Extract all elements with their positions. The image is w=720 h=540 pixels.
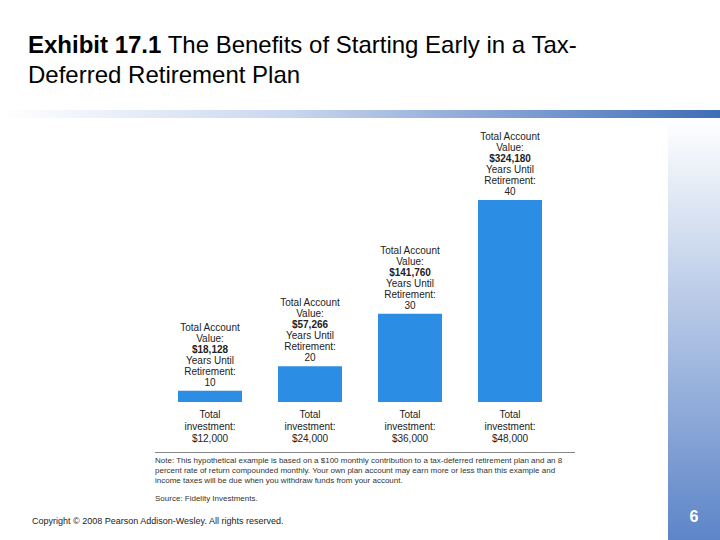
svg-text:30: 30 <box>404 300 416 311</box>
svg-text:Retirement:: Retirement: <box>384 289 436 300</box>
html-text:Source: Fidelity Investments.: Source: Fidelity Investments. <box>155 494 258 503</box>
svg-text:Total: Total <box>499 409 520 420</box>
svg-text:Years Until: Years Until <box>486 164 534 175</box>
svg-text:$324,180: $324,180 <box>489 153 531 164</box>
html-text:Exhibit 17.1 The Benefits of S: Exhibit 17.1 The Benefits of Starting Ea… <box>28 31 577 88</box>
svg-text:40: 40 <box>504 186 516 197</box>
svg-text:Years Until: Years Until <box>386 278 434 289</box>
svg-text:Total: Total <box>199 409 220 420</box>
html-text:Note: This hypothetical exampl: Note: This hypothetical example is based… <box>155 456 563 485</box>
svg-text:$57,266: $57,266 <box>292 319 329 330</box>
svg-text:Total Account: Total Account <box>380 245 440 256</box>
svg-text:investment:: investment: <box>184 421 235 432</box>
svg-text:Value:: Value: <box>396 256 424 267</box>
svg-text:Total Account: Total Account <box>180 322 240 333</box>
svg-text:$24,000: $24,000 <box>292 433 329 444</box>
svg-text:$36,000: $36,000 <box>392 433 429 444</box>
svg-text:Total Account: Total Account <box>280 297 340 308</box>
svg-text:$141,760: $141,760 <box>389 267 431 278</box>
svg-text:Value:: Value: <box>496 142 524 153</box>
svg-text:20: 20 <box>304 352 316 363</box>
svg-text:Value:: Value: <box>296 308 324 319</box>
svg-text:$18,128: $18,128 <box>192 344 229 355</box>
svg-text:10: 10 <box>204 377 216 388</box>
svg-text:$12,000: $12,000 <box>192 433 229 444</box>
html-text:6: 6 <box>689 508 699 525</box>
svg-text:Years Until: Years Until <box>286 330 334 341</box>
html-text:Copyright © 2008 Pearson Addis: Copyright © 2008 Pearson Addison-Wesley.… <box>32 516 284 526</box>
svg-text:investment:: investment: <box>284 421 335 432</box>
svg-text:$48,000: $48,000 <box>492 433 529 444</box>
svg-text:investment:: investment: <box>384 421 435 432</box>
svg-text:Total: Total <box>299 409 320 420</box>
svg-text:investment:: investment: <box>484 421 535 432</box>
svg-text:Retirement:: Retirement: <box>284 341 336 352</box>
svg-text:Years Until: Years Until <box>186 355 234 366</box>
svg-text:Total: Total <box>399 409 420 420</box>
svg-text:Value:: Value: <box>196 333 224 344</box>
svg-text:Retirement:: Retirement: <box>484 175 536 186</box>
svg-text:Retirement:: Retirement: <box>184 366 236 377</box>
svg-text:Total Account: Total Account <box>480 131 540 142</box>
